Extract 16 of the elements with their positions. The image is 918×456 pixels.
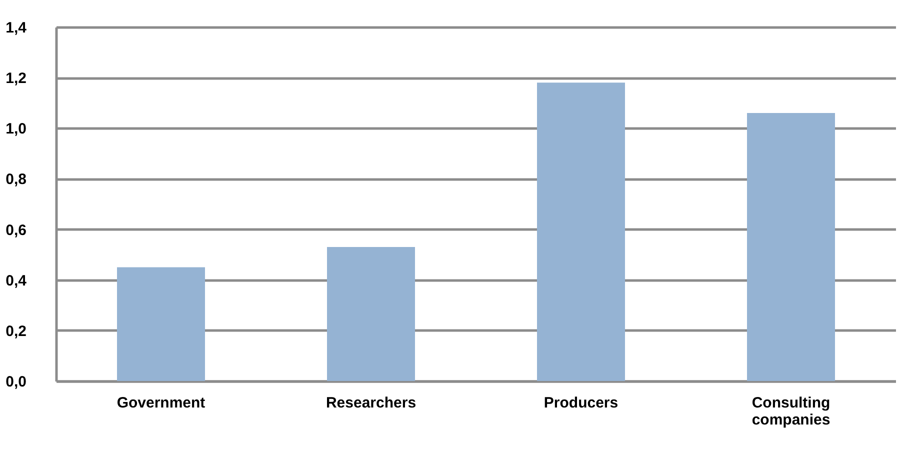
x-tick-label: Government <box>116 394 206 412</box>
y-tick-label: 0,2 <box>6 322 26 340</box>
bar <box>327 246 415 381</box>
y-tick-label: 0,6 <box>6 222 26 239</box>
x-tick-label: Researchers <box>326 394 416 412</box>
x-tick-label: Consulting companies <box>752 394 830 428</box>
y-tick-label: 1,2 <box>6 70 26 88</box>
y-tick-label: 0,8 <box>6 171 26 188</box>
bar <box>537 82 625 381</box>
x-tick-label: Producers <box>544 394 618 412</box>
y-tick-label: 1,0 <box>6 120 26 138</box>
bar <box>117 267 205 381</box>
y-tick-label: 0,0 <box>6 374 26 390</box>
y-tick-label: 0,4 <box>6 272 28 290</box>
bar <box>747 112 835 381</box>
y-tick-label: 1,4 <box>6 20 28 36</box>
